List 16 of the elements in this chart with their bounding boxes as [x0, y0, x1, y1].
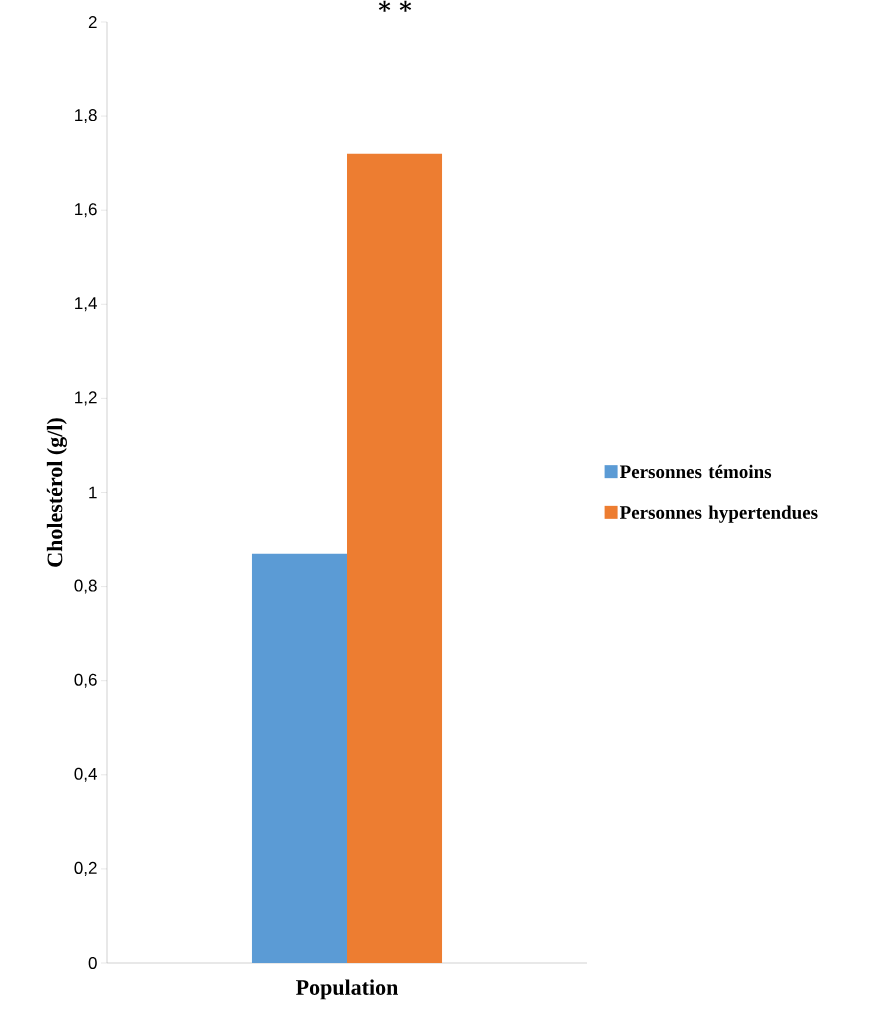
y-tick-label: 1,2	[75, 391, 97, 406]
legend-label: Personnes témoins	[619, 464, 772, 479]
y-axis-title: Cholestérol (g/l)	[46, 418, 67, 567]
y-tick-label: 1	[89, 486, 97, 499]
y-tick-label: 1,4	[75, 297, 97, 312]
y-tick-label: 1,8	[75, 109, 97, 124]
y-tick-label: 2	[88, 16, 97, 28]
y-tick-label: 0,4	[74, 767, 97, 782]
x-axis-title: Population	[296, 979, 399, 1000]
legend-label: Personnes hypertendues	[619, 505, 818, 523]
y-tick-label: 0,8	[74, 579, 97, 594]
y-tick-label: 0	[88, 956, 97, 970]
y-tick-label: 0,2	[74, 861, 97, 876]
text: * *	[378, 0, 412, 12]
y-tick-label: 0,6	[74, 673, 97, 688]
y-tick-label: 1,6	[75, 203, 97, 218]
